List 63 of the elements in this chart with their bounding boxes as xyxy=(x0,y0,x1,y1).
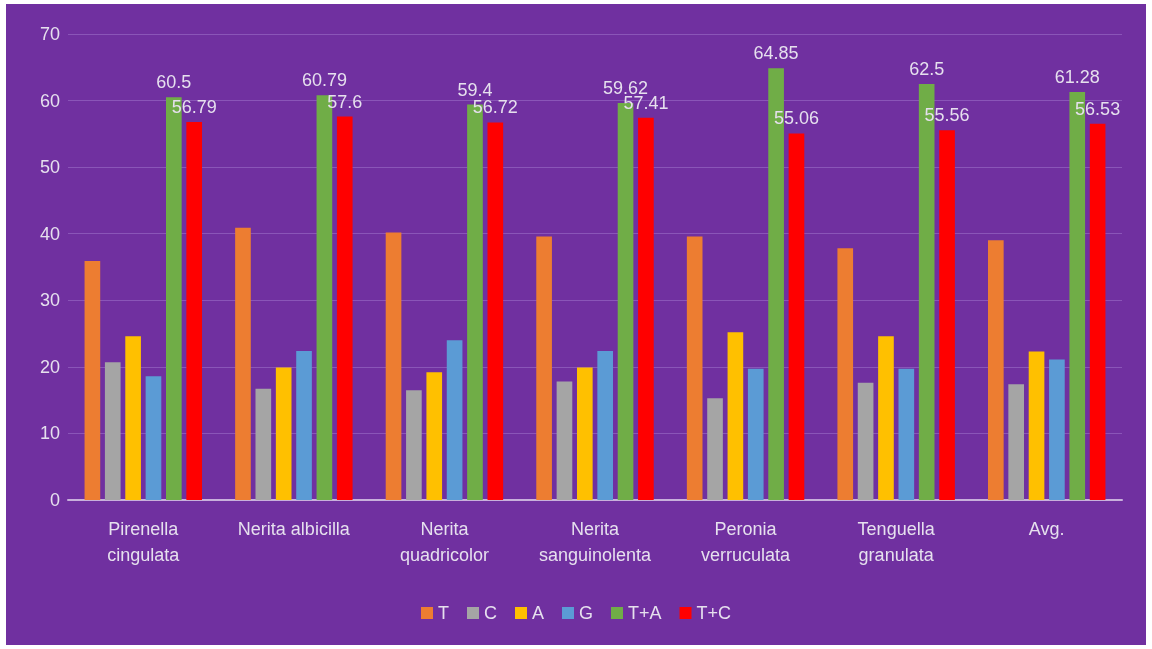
bar xyxy=(576,367,593,500)
bar xyxy=(878,336,894,500)
bar xyxy=(987,240,1004,500)
y-tick-label: 10 xyxy=(39,423,60,444)
bar xyxy=(1049,359,1065,500)
bar xyxy=(487,122,504,500)
bar xyxy=(556,381,573,500)
bar xyxy=(638,117,654,500)
bar xyxy=(125,336,141,500)
data-label: 61.28 xyxy=(1054,67,1100,88)
bar xyxy=(597,350,614,500)
bar xyxy=(275,367,292,500)
bar xyxy=(837,248,854,500)
data-label: 56.72 xyxy=(472,97,518,118)
bar xyxy=(186,121,203,500)
data-label: 62.5 xyxy=(909,58,945,79)
x-tick-label: Nerita sanguinolenta xyxy=(538,519,653,565)
bar xyxy=(747,368,764,500)
bar xyxy=(727,332,744,500)
bar xyxy=(296,350,312,500)
y-tick-label: 70 xyxy=(39,24,60,44)
bar xyxy=(235,227,251,500)
y-tick-label: 0 xyxy=(49,490,60,510)
bar xyxy=(104,362,121,500)
bar xyxy=(406,390,422,500)
x-tick-label: Tenguella granulata xyxy=(857,519,936,565)
y-tick-label: 50 xyxy=(39,157,60,178)
x-tick-label: Avg. xyxy=(1028,519,1065,539)
legend-label: A xyxy=(531,603,544,623)
bar xyxy=(788,133,805,500)
data-label: 64.85 xyxy=(753,43,799,64)
bar xyxy=(939,130,955,500)
y-tick-label: 60 xyxy=(39,90,60,111)
legend-label: G xyxy=(578,603,594,623)
data-label: 60.5 xyxy=(156,72,192,93)
bar xyxy=(686,236,703,500)
data-label: 60.79 xyxy=(301,70,347,91)
bar xyxy=(1089,123,1106,500)
bar xyxy=(857,382,874,500)
bar xyxy=(145,376,162,500)
bar xyxy=(1028,351,1045,500)
bar xyxy=(426,372,443,500)
data-label: 59.4 xyxy=(457,79,493,100)
y-tick-label: 30 xyxy=(39,290,60,311)
x-tick-label: Pirenella cingulata xyxy=(107,519,181,565)
bar xyxy=(707,398,723,500)
legend-label: T xyxy=(437,603,449,623)
bar xyxy=(446,340,463,500)
x-tick-label: Peronia verruculata xyxy=(701,519,792,565)
bar xyxy=(1008,384,1025,500)
x-tick-label: Nerita albicilla xyxy=(237,519,351,539)
y-tick-label: 20 xyxy=(39,356,60,377)
x-tick-label: Nerita quadricolor xyxy=(399,519,489,565)
legend-label: T+A xyxy=(627,603,662,623)
bar xyxy=(255,388,272,500)
bar xyxy=(385,232,402,500)
bar xyxy=(84,261,101,500)
bar xyxy=(536,236,552,500)
bar xyxy=(898,368,915,500)
y-tick-label: 40 xyxy=(39,223,60,244)
legend-label: C xyxy=(483,603,497,623)
bar xyxy=(336,116,353,500)
legend-label: T+C xyxy=(696,603,732,623)
